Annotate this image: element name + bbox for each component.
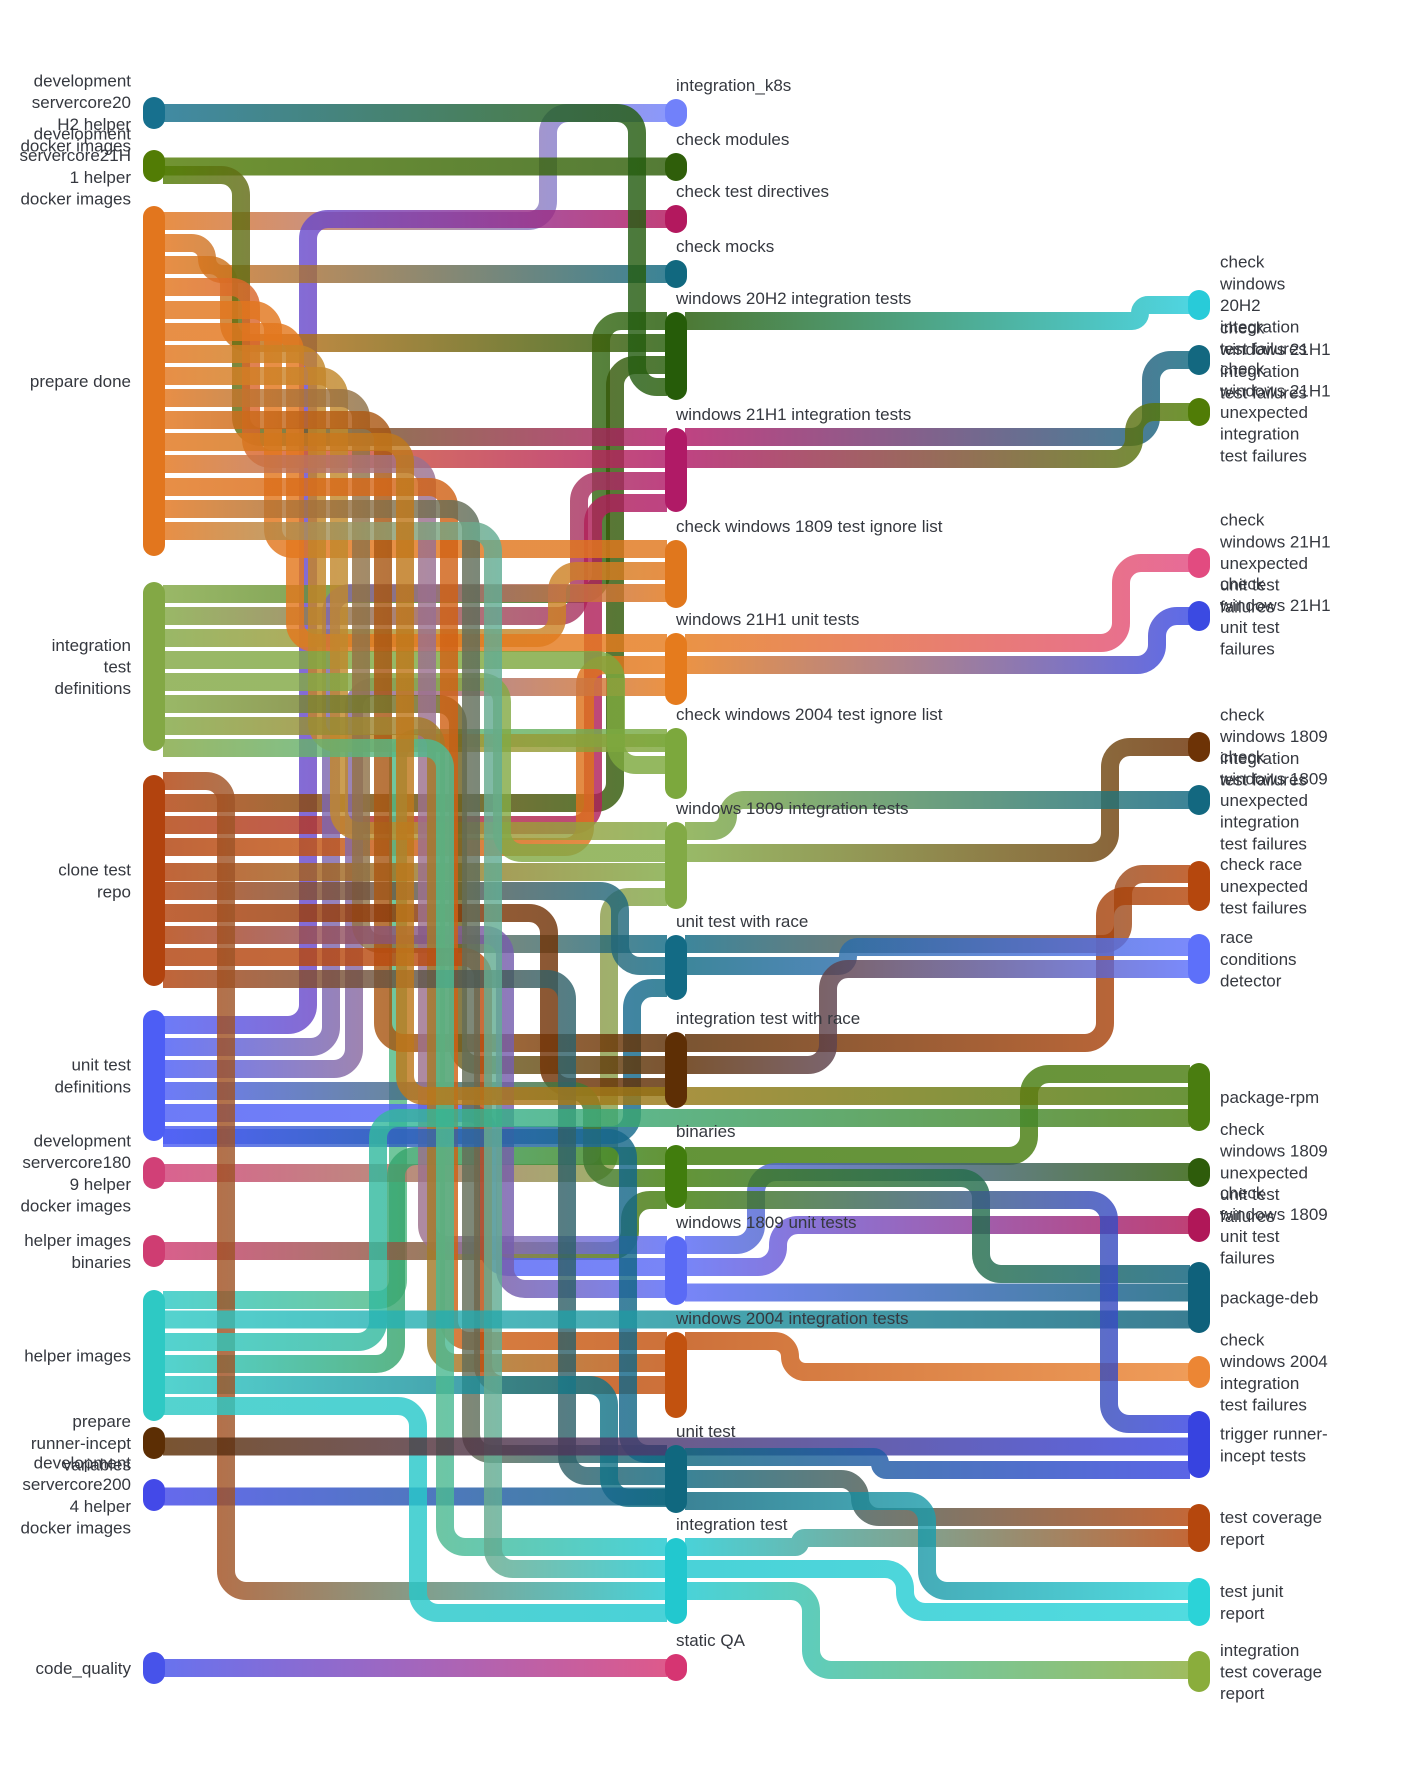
svg-text:unit test: unit test [676, 1422, 736, 1441]
svg-text:package-deb: package-deb [1220, 1289, 1318, 1308]
svg-text:windows 21H1 unit tests: windows 21H1 unit tests [675, 610, 859, 629]
svg-text:unit test with race: unit test with race [676, 912, 808, 931]
svg-text:windows 1809 unit tests: windows 1809 unit tests [675, 1213, 857, 1232]
svg-text:prepare done: prepare done [30, 372, 131, 391]
svg-text:package-rpm: package-rpm [1220, 1088, 1319, 1107]
svg-text:integration test with race: integration test with race [676, 1009, 860, 1028]
svg-text:integration_k8s: integration_k8s [676, 76, 791, 95]
svg-text:check windows 1809 test ignore: check windows 1809 test ignore list [676, 517, 943, 536]
svg-text:code_quality: code_quality [36, 1659, 132, 1678]
svg-text:trigger runner-incept tests: trigger runner-incept tests [1220, 1425, 1328, 1466]
svg-text:windows 2004 integration tests: windows 2004 integration tests [675, 1309, 908, 1328]
svg-text:helper images: helper images [24, 1347, 131, 1366]
svg-text:windows 1809 integration tests: windows 1809 integration tests [675, 799, 908, 818]
svg-text:check windows 2004 test ignore: check windows 2004 test ignore list [676, 705, 943, 724]
svg-text:check modules: check modules [676, 130, 789, 149]
svg-text:check test directives: check test directives [676, 182, 829, 201]
svg-text:static QA: static QA [676, 1631, 746, 1650]
svg-text:integration test: integration test [676, 1515, 788, 1534]
svg-text:binaries: binaries [676, 1122, 736, 1141]
svg-text:check mocks: check mocks [676, 237, 774, 256]
svg-text:windows 20H2 integration tests: windows 20H2 integration tests [675, 289, 911, 308]
svg-text:windows 21H1 integration tests: windows 21H1 integration tests [675, 405, 911, 424]
